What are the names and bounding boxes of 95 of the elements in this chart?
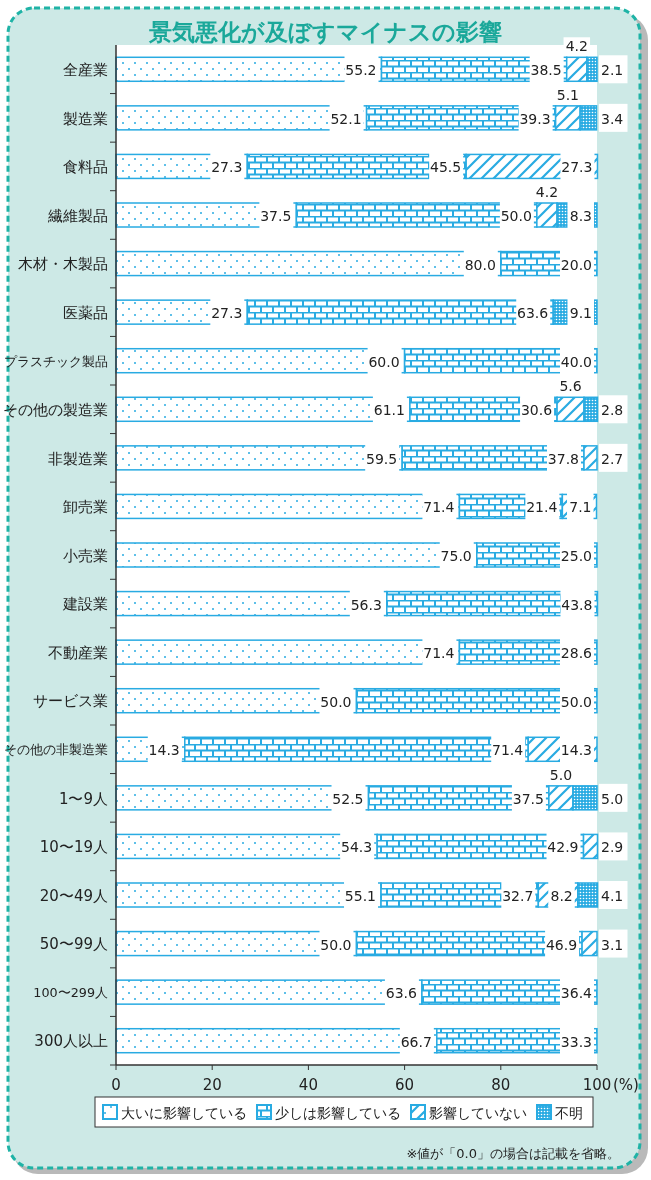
legend-label: 不明: [555, 1105, 583, 1121]
data-label: 20.0: [560, 256, 592, 273]
data-label: 42.9: [547, 839, 579, 856]
data-label: 3.1: [601, 936, 624, 953]
data-label: 75.0: [440, 548, 472, 564]
data-label: 2.9: [601, 839, 624, 856]
data-label: 50.0: [320, 693, 352, 710]
y-tick-label: 医薬品: [63, 303, 108, 322]
x-tick-label: 20: [202, 1076, 222, 1094]
data-label: 40.0: [560, 353, 592, 370]
data-label: 27.3: [211, 305, 243, 322]
data-label: 27.3: [211, 159, 243, 176]
x-tick-label: 100: [582, 1076, 612, 1094]
data-label: 45.5: [430, 159, 462, 176]
data-label: 55.1: [344, 888, 377, 904]
data-label: 43.8: [561, 596, 593, 613]
data-label: 80.0: [464, 256, 496, 273]
data-label: 59.5: [366, 450, 398, 467]
data-label: 4.1: [601, 888, 624, 904]
data-label: 52.5: [332, 790, 364, 807]
data-label: 71.4: [492, 742, 524, 759]
data-label: 46.9: [545, 936, 578, 953]
y-tick-label: 50〜99人: [39, 935, 108, 954]
y-tick-label: 非製造業: [48, 449, 108, 468]
data-label: 4.2: [565, 38, 588, 55]
x-tick-label: 40: [298, 1076, 318, 1094]
data-label: 38.5: [530, 62, 562, 79]
data-label: 50.0: [500, 208, 532, 224]
data-label: 50.0: [560, 693, 592, 710]
x-tick-label: 0: [111, 1076, 121, 1094]
data-label: 56.3: [350, 596, 382, 613]
y-tick-label: 10〜19人: [39, 838, 108, 857]
y-tick-label: その他の非製造業: [4, 742, 108, 758]
data-label: 63.6: [517, 305, 549, 322]
data-label: 21.4: [526, 499, 558, 516]
data-label: 2.7: [601, 450, 624, 467]
data-label: 63.6: [385, 985, 418, 1002]
chart-title: 景気悪化が及ぼすマイナスの影響: [148, 19, 502, 45]
data-label: 14.3: [148, 742, 180, 759]
y-tick-label: 100〜299人: [33, 984, 108, 1000]
data-label: 9.1: [569, 305, 592, 322]
data-label: 8.3: [569, 208, 592, 224]
data-label: 33.3: [560, 1033, 592, 1050]
y-tick-label: 木材・木製品: [18, 255, 108, 274]
data-label: 8.2: [550, 888, 573, 904]
data-label: 66.7: [400, 1033, 432, 1050]
data-label: 54.3: [341, 839, 373, 856]
data-label: 2.8: [601, 402, 624, 419]
data-label: 7.1: [569, 499, 592, 516]
data-label: 14.3: [560, 742, 592, 759]
y-tick-label: 建設業: [62, 595, 108, 614]
data-label: 5.6: [559, 378, 582, 395]
data-label: 39.3: [519, 110, 551, 127]
y-tick-label: 繊維製品: [47, 206, 108, 225]
y-tick-label: 1〜9人: [58, 789, 108, 808]
data-label: 71.4: [423, 645, 455, 662]
data-label: 2.1: [601, 62, 624, 79]
x-axis-title: (%): [613, 1076, 639, 1094]
x-tick-label: 80: [491, 1076, 511, 1094]
data-label: 5.1: [556, 86, 580, 103]
data-label: 52.1: [330, 110, 362, 127]
data-label: 27.3: [561, 159, 593, 176]
data-label: 28.6: [560, 645, 593, 662]
text: ※値が「0.0」の場合は記載を省略。: [406, 1146, 620, 1161]
y-tick-label: 20〜49人: [39, 886, 108, 905]
y-tick-label: その他の製造業: [3, 400, 108, 418]
y-tick-label: 卸売業: [63, 498, 108, 517]
data-label: 5.0: [549, 766, 573, 783]
data-label: 32.7: [502, 888, 534, 904]
data-label: 37.5: [512, 790, 544, 807]
data-label: 71.4: [423, 499, 455, 516]
y-tick-label: サービス業: [33, 692, 108, 711]
y-tick-label: 小売業: [63, 546, 108, 565]
data-label: 3.4: [601, 110, 624, 127]
x-tick-label: 60: [395, 1076, 415, 1094]
data-label: 25.0: [560, 548, 592, 564]
data-label: 5.0: [601, 790, 624, 807]
y-tick-label: 全産業: [63, 60, 108, 79]
data-label: 50.0: [320, 936, 352, 953]
y-tick-label: 不動産業: [48, 643, 108, 662]
legend-label: 大いに影響している: [121, 1105, 247, 1121]
y-tick-label: プラスチック製品: [4, 353, 108, 369]
legend-label: 影響していない: [429, 1105, 527, 1121]
data-label: 30.6: [520, 402, 553, 419]
data-label: 61.1: [373, 402, 405, 419]
data-label: 4.2: [535, 184, 559, 200]
data-label: 37.8: [547, 450, 580, 467]
y-tick-label: 300人以上: [34, 1032, 108, 1051]
data-label: 36.4: [560, 985, 593, 1002]
data-label: 55.2: [345, 62, 377, 79]
data-label: 60.0: [368, 353, 400, 370]
y-tick-label: 製造業: [63, 109, 108, 128]
legend-label: 少しは影響している: [275, 1105, 401, 1121]
y-tick-label: 食料品: [63, 158, 108, 177]
data-label: 37.5: [260, 208, 292, 224]
